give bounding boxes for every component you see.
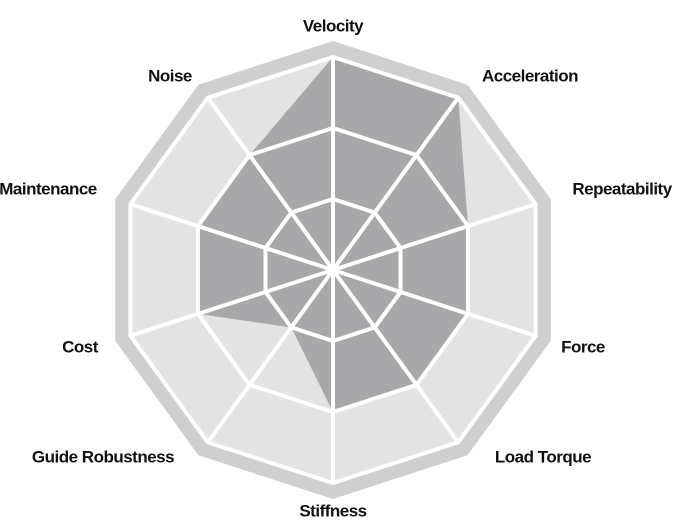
axis-label: Cost — [62, 337, 99, 356]
spoke — [331, 96, 460, 272]
spoke — [331, 268, 460, 444]
axis-label: Noise — [148, 66, 192, 85]
axis-label: Load Torque — [495, 447, 591, 466]
axis-label: Force — [561, 337, 605, 356]
axis-label: Velocity — [303, 16, 364, 35]
center-dot — [327, 264, 339, 276]
axis-label: Guide Robustness — [32, 447, 174, 466]
axis-label: Maintenance — [0, 179, 97, 198]
axis-label: Repeatability — [572, 179, 672, 198]
spoke — [332, 202, 537, 272]
axis-label: Acceleration — [482, 66, 578, 85]
spoke — [129, 202, 334, 272]
spoke — [332, 268, 537, 338]
axis-label: Stiffness — [299, 501, 366, 520]
spoke — [206, 96, 335, 272]
spoke — [129, 268, 334, 338]
spoke — [206, 268, 335, 444]
